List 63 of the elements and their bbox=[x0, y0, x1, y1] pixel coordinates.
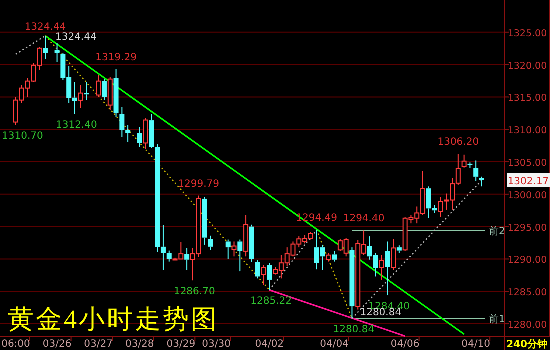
y-tick-label: 1310.00 bbox=[508, 126, 548, 137]
candlestick bbox=[208, 235, 214, 251]
x-tick-label: 04/06 bbox=[390, 339, 420, 350]
annotation: 1310.70 bbox=[2, 131, 44, 142]
y-tick-label: 1315.00 bbox=[508, 93, 548, 104]
text: 240分钟 bbox=[506, 338, 548, 350]
annotation: 1319.29 bbox=[96, 52, 137, 64]
candlestick bbox=[232, 241, 237, 258]
candlestick bbox=[160, 224, 166, 271]
y-tick-label: 1290.00 bbox=[508, 255, 548, 266]
annotation: 1299.79 bbox=[178, 178, 220, 190]
annotation: 1324.44 bbox=[24, 22, 66, 34]
y-tick-label: 1320.00 bbox=[508, 60, 548, 72]
y-tick-label: 1300.00 bbox=[508, 190, 548, 202]
candlestick bbox=[102, 78, 107, 101]
x-tick-label: 04/10 bbox=[462, 339, 491, 350]
candlestick bbox=[202, 196, 208, 246]
x-tick-label: 03/27 bbox=[84, 339, 113, 350]
candlestick bbox=[474, 160, 479, 182]
candlestick bbox=[350, 247, 355, 320]
x-tick-label: 06:00 bbox=[2, 339, 30, 350]
candlestick bbox=[120, 106, 125, 138]
y-tick-label: 1325.00 bbox=[508, 28, 548, 40]
y-tick-label: 1305.00 bbox=[508, 158, 548, 170]
annotation: 1324.44 bbox=[55, 32, 97, 44]
ref-line-label: 前1 bbox=[489, 314, 506, 326]
candlestick bbox=[396, 245, 402, 254]
candlestick bbox=[114, 68, 119, 118]
ref-line: 前1 bbox=[352, 314, 506, 326]
annotation: 1294.40 bbox=[343, 214, 385, 225]
candlestick bbox=[267, 262, 272, 291]
annotation: 1306.20 bbox=[438, 137, 480, 148]
candlestick bbox=[249, 224, 254, 263]
y-tick-label: 1295.00 bbox=[508, 222, 548, 234]
price-tag: 1302.17 bbox=[507, 173, 550, 188]
candlestick bbox=[155, 144, 160, 253]
y-tick-label: 1285.00 bbox=[508, 288, 548, 299]
candlestick bbox=[385, 241, 390, 296]
x-tick-label: 03/26 bbox=[42, 339, 72, 350]
candlestick bbox=[42, 36, 48, 60]
candlestick bbox=[54, 42, 60, 63]
annotation: 1285.22 bbox=[250, 296, 292, 308]
candlestick bbox=[149, 114, 154, 149]
candlestick bbox=[255, 260, 260, 280]
candlestick bbox=[137, 126, 142, 148]
candlestick bbox=[166, 250, 172, 262]
candlestick bbox=[332, 250, 338, 262]
annotation: 1280.84 bbox=[333, 324, 375, 336]
x-tick-label: 03/30 bbox=[202, 339, 231, 350]
x-tick-label: 03/28 bbox=[125, 339, 154, 350]
annotation: 1286.70 bbox=[174, 286, 216, 298]
y-tick-label: 1280.00 bbox=[508, 320, 548, 332]
x-tick-label: 04/04 bbox=[320, 339, 349, 350]
x-tick-label: 04/02 bbox=[255, 339, 284, 350]
text: 黄金4小时走势图 bbox=[8, 305, 219, 334]
ref-line-label: 前2 bbox=[489, 226, 506, 238]
candlestick bbox=[184, 248, 190, 271]
candlestick bbox=[126, 124, 131, 143]
candlestick bbox=[78, 84, 84, 109]
annotation: 1312.40 bbox=[56, 120, 98, 132]
x-tick-label: 03/29 bbox=[166, 339, 196, 350]
candlestick bbox=[468, 162, 473, 169]
ref-line: 前2 bbox=[352, 226, 506, 238]
